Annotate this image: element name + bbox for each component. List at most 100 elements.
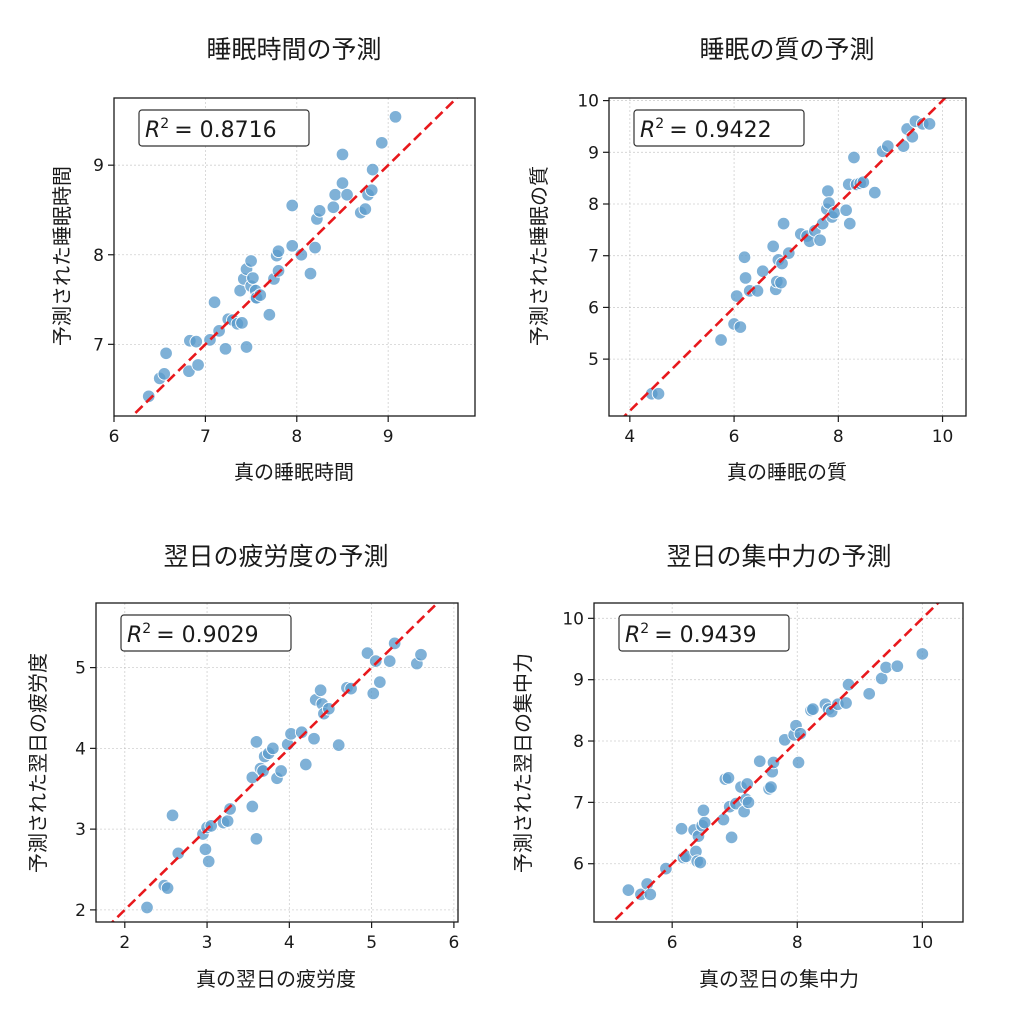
y-axis-label: 予測された睡眠の質 [527,166,551,346]
data-point [388,110,403,124]
data-point [201,854,216,869]
data-point [246,271,260,285]
x-tick-label: 10 [932,427,954,447]
y-axis-label: 予測された翌日の疲労度 [26,653,50,873]
data-point [839,696,853,710]
y-tick-label: 2 [75,901,86,921]
data-point [358,202,373,216]
data-point [189,334,204,349]
data-point [766,239,780,254]
data-point [775,256,789,271]
r2-annotation-text: R2 = 0.9439 [625,621,757,648]
y-tick-label: 8 [588,195,599,215]
data-point [223,802,237,816]
x-tick-label: 4 [284,933,295,953]
r2-value: = 0.9422 [669,118,771,143]
data-point [299,757,313,772]
y-tick-label: 9 [573,671,584,691]
data-point [697,815,712,830]
r2-annotation-box [138,109,310,147]
scatter-points [644,114,937,401]
data-point [729,289,744,303]
data-point [235,316,249,330]
plot-frame [593,602,964,923]
data-point [218,342,233,356]
data-point [244,254,258,268]
x-tick-label: 5 [366,933,377,953]
data-point [182,364,196,378]
r2-annotation: R2 = 0.9422 [633,109,805,147]
subplot-sleep-duration: 睡眠時間の予測 真の睡眠時間 予測された睡眠時間 6 7 8 9 7 8 9 R2 = 0.87… [50,35,476,484]
r2-superscript: 2 [655,116,664,132]
x-tick-label: 3 [202,933,213,953]
data-point [856,175,871,190]
data-point [171,846,186,861]
r2-value: = 0.9029 [156,623,258,648]
data-point [165,808,180,823]
data-point [862,687,876,701]
grid [609,98,966,416]
y-tick-label: 10 [577,92,599,112]
data-point [274,764,288,778]
data-point [331,738,346,752]
data-point [382,654,397,668]
subplot-next-day-fatigue: 翌日の疲労度の予測 真の翌日の疲労度 予測された翌日の疲労度 2 3 4 5 6 2 3 4 5… [26,542,459,991]
data-point [360,646,375,660]
data-point [755,264,770,278]
data-point [340,187,354,202]
r2-symbol: R [145,118,160,143]
data-point [643,887,658,902]
data-point [733,320,748,334]
y-tick-label: 7 [93,335,104,355]
data-point [249,832,264,846]
chart-title: 翌日の疲労度の予測 [163,542,388,571]
scatter-points [621,647,930,902]
r2-superscript: 2 [160,116,169,132]
r2-superscript: 2 [640,621,649,637]
data-point [328,187,342,202]
data-point [365,162,380,177]
data-point [651,387,666,401]
data-point [724,830,739,845]
x-axis-label: 真の翌日の疲労度 [196,967,356,991]
data-point [160,881,175,895]
subplot-next-day-concentration: 翌日の集中力の予測 真の翌日の集中力 予測された翌日の集中力 6 8 10 6 7 8 9 1… [511,542,964,991]
data-point [375,136,389,150]
plot-frame [608,97,967,417]
data-point [915,647,930,661]
x-tick-label: 6 [448,933,459,953]
r2-annotation-box [120,614,292,652]
data-point [191,358,205,372]
y-tick-label: 5 [588,350,599,370]
data-point [157,367,172,381]
y-axis-label: 予測された翌日の集中力 [511,653,535,873]
r2-annotation-box [633,109,805,147]
y-tick-label: 7 [573,793,584,813]
data-point [364,183,379,198]
data-point [249,735,264,749]
data-point [674,822,689,836]
data-point [220,814,235,828]
data-point [721,771,736,785]
data-point [693,855,708,870]
y-tick-label: 8 [93,246,104,266]
y-tick-label: 4 [75,739,86,759]
data-point [813,233,827,247]
r2-value: = 0.9439 [654,623,756,648]
data-point [366,686,381,701]
r2-annotation: R2 = 0.8716 [138,109,310,147]
data-point [303,266,318,281]
data-point [159,346,173,361]
y-tick-label: 3 [75,820,86,840]
data-point [141,389,156,404]
y-axis-label: 予測された睡眠時間 [50,166,74,346]
data-point [815,216,830,231]
reference-line [110,603,440,922]
reference-line [130,98,459,416]
r2-annotation-text: R2 = 0.9422 [640,116,772,143]
data-point [847,150,861,165]
data-point [750,284,765,298]
x-tick-label: 7 [200,427,211,447]
data-point [207,295,222,309]
